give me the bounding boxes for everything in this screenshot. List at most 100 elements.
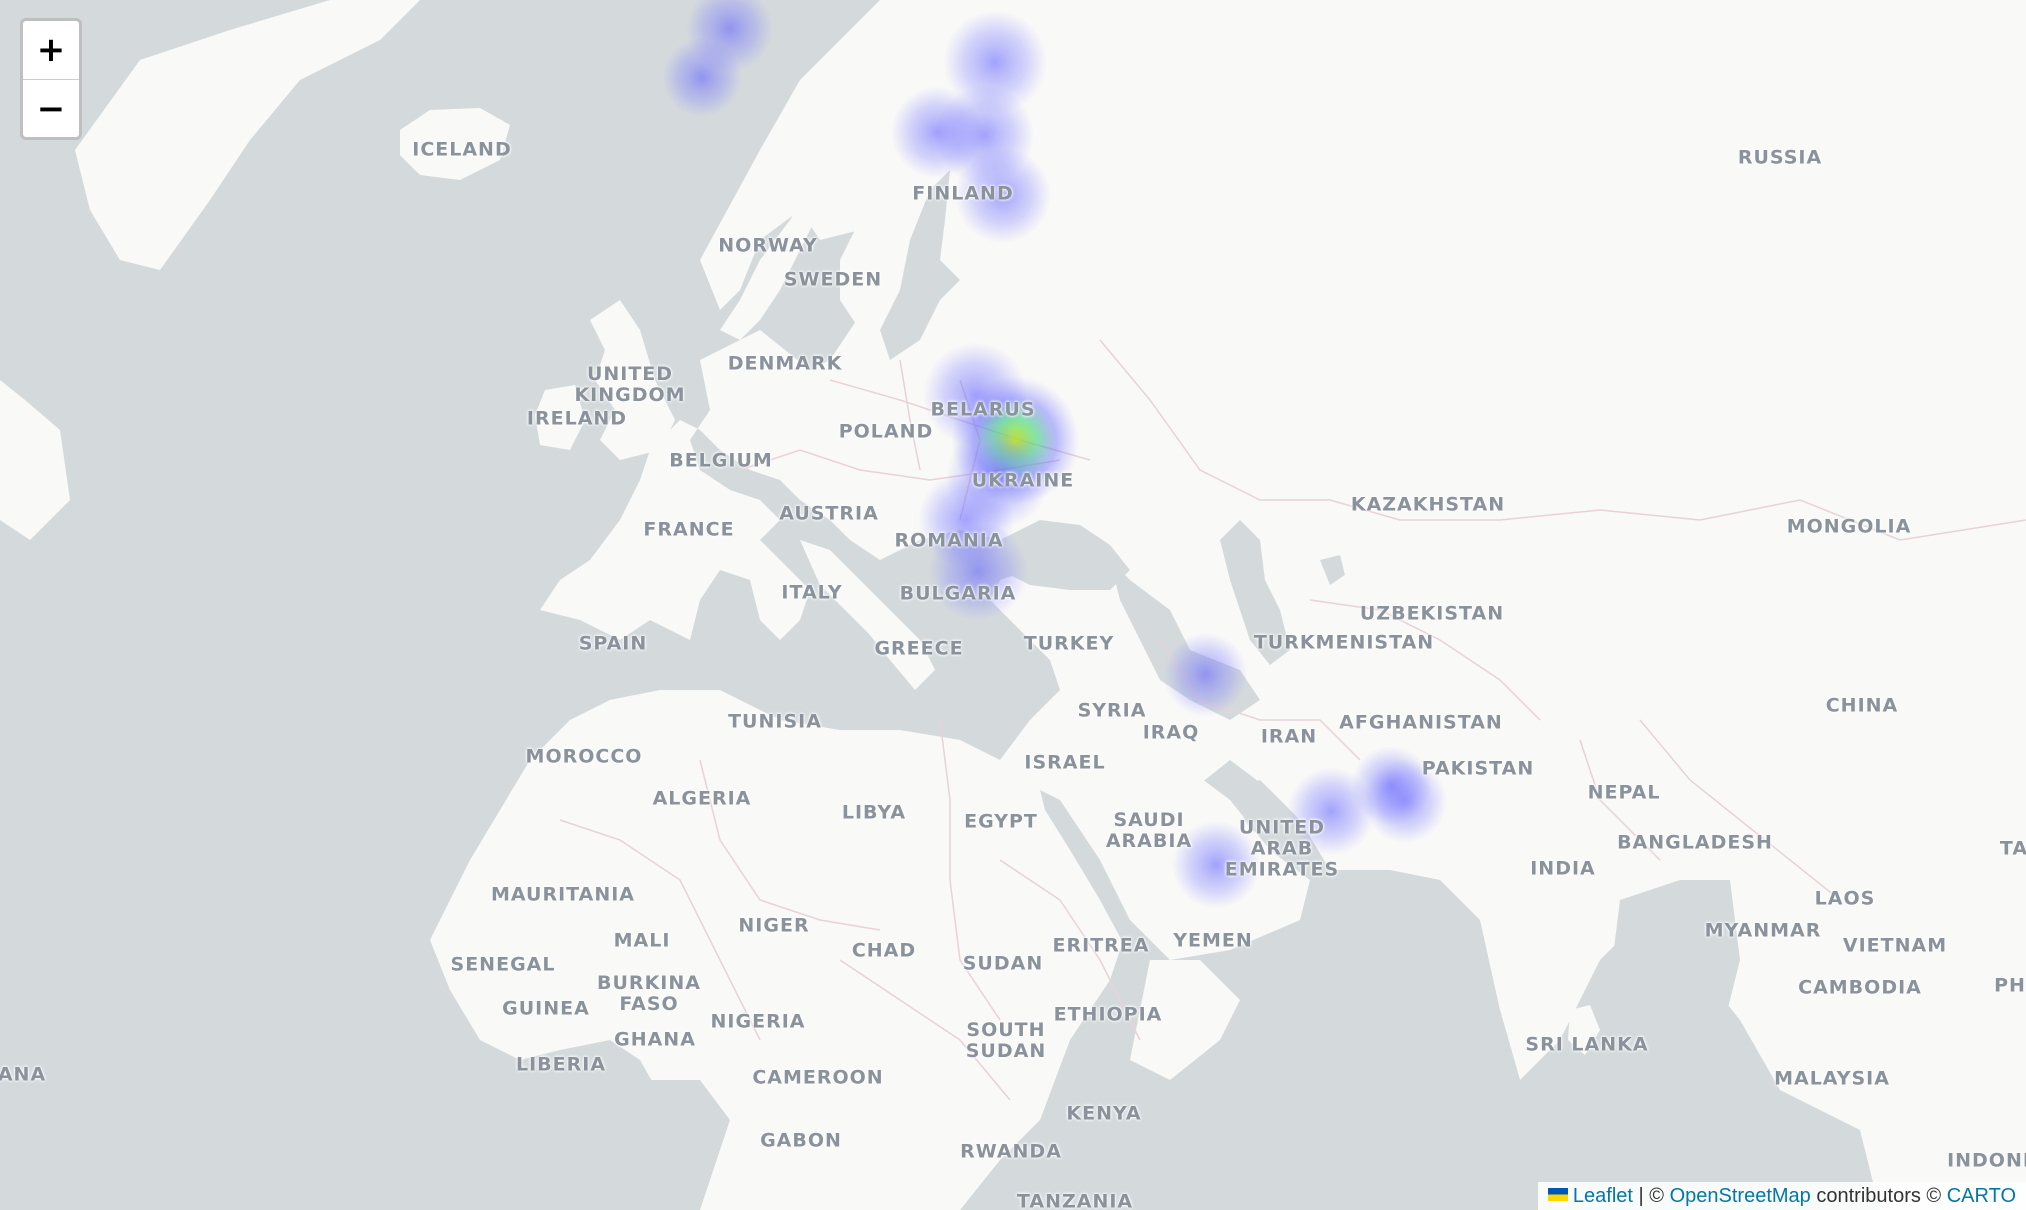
map-label: BULGARIA <box>899 582 1017 605</box>
map-label: IRELAND <box>526 407 628 430</box>
map-label: LAOS <box>1814 887 1876 910</box>
map-label: LIBERIA <box>515 1053 607 1076</box>
zoom-in-button[interactable]: + <box>23 21 79 80</box>
map-label: CAMBODIA <box>1798 976 1922 999</box>
map-label: SPAIN <box>578 632 648 655</box>
map-label: PH <box>1994 974 2026 997</box>
water-caspian <box>1220 520 1290 665</box>
map-label: YEMEN <box>1173 929 1253 952</box>
map-label: RWANDA <box>960 1140 1062 1163</box>
heatmap-point <box>954 147 1051 244</box>
carto-link[interactable]: CARTO <box>1946 1185 2016 1207</box>
land-ireland <box>535 385 585 450</box>
water-bay-bengal <box>1610 880 1740 1080</box>
map-label: ALGERIA <box>652 787 752 810</box>
attribution-contributors: contributors © <box>1816 1185 1942 1207</box>
zoom-out-button[interactable]: − <box>36 89 66 129</box>
land-horn-africa <box>1130 960 1240 1080</box>
map-label: SENEGAL <box>450 953 556 976</box>
map-label: IRAQ <box>1142 721 1200 744</box>
openstreetmap-link[interactable]: OpenStreetMap <box>1669 1185 1811 1207</box>
map-label: ETHIOPIA <box>1053 1003 1163 1026</box>
map-label: VIETNAM <box>1842 934 1948 957</box>
map-label: MALAYSIA <box>1774 1067 1890 1090</box>
map-label: TUNISIA <box>728 710 822 733</box>
heatmap-point <box>1351 745 1432 826</box>
map-label: EGYPT <box>964 810 1038 833</box>
map-label: AUSTRIA <box>779 502 879 525</box>
water-baltic <box>880 170 960 360</box>
map-label: DENMARK <box>727 352 843 375</box>
map-label: SAUDI ARABIA <box>1105 809 1193 852</box>
attribution-bar: Leaflet | © OpenStreetMap contributors ©… <box>1537 1182 2026 1210</box>
water-gulf-guinea <box>560 1080 730 1210</box>
map-label: UKRAINE <box>971 469 1075 492</box>
zoom-control: + − <box>20 18 82 140</box>
map-label: INDIA <box>1530 857 1596 880</box>
water-arabian-sea <box>1250 900 1520 1210</box>
land-italy <box>800 540 935 690</box>
land-se-asia <box>1740 860 1840 1090</box>
map-label: MALI <box>613 929 671 952</box>
map-label: SOUTH SUDAN <box>965 1019 1047 1062</box>
map-label: ICELAND <box>412 138 512 161</box>
ukraine-flag-icon <box>1547 1188 1568 1202</box>
map-label: UZBEKISTAN <box>1359 602 1505 625</box>
heatmap-point <box>890 86 983 179</box>
land-sri-lanka <box>1568 1005 1600 1055</box>
map-label: AFGHANISTAN <box>1339 711 1503 734</box>
map-label: GHANA <box>614 1028 696 1051</box>
water-persian-gulf <box>1230 780 1290 840</box>
map-label: ANA <box>0 1063 47 1086</box>
water-black-sea <box>1000 520 1130 590</box>
leaflet-link[interactable]: Leaflet <box>1572 1185 1633 1207</box>
map-label: ISRAEL <box>1024 751 1106 774</box>
land-uk <box>590 300 675 460</box>
map-label: NORWAY <box>718 234 818 257</box>
attribution-separator: | © <box>1638 1185 1665 1207</box>
map-label: LIBYA <box>841 801 907 824</box>
map-label: POLAND <box>838 420 934 443</box>
map-label: SYRIA <box>1077 699 1147 722</box>
map-label: KAZAKHSTAN <box>1350 493 1506 516</box>
map-label: IRAN <box>1260 725 1318 748</box>
map-label: KENYA <box>1066 1102 1142 1125</box>
map-label: MOROCCO <box>525 745 643 768</box>
water-aral <box>1320 555 1345 585</box>
map-label: TURKEY <box>1023 632 1115 655</box>
map-label: TURKMENISTAN <box>1253 631 1435 654</box>
map-label: CHAD <box>851 939 917 962</box>
map-label: SWEDEN <box>783 268 883 291</box>
map-label: NIGER <box>738 914 810 937</box>
map-label: TA <box>1999 837 2026 860</box>
map-label: GREECE <box>874 637 964 660</box>
map-label: BANGLADESH <box>1617 831 1773 854</box>
map-label: INDONI <box>1947 1149 2026 1172</box>
map-label: ERITREA <box>1052 934 1150 957</box>
map-label: SUDAN <box>962 952 1044 975</box>
map-label: MAURITANIA <box>490 883 636 906</box>
map-label: RUSSIA <box>1737 146 1823 169</box>
map-label: CHINA <box>1825 694 1899 717</box>
map-label: NEPAL <box>1587 781 1661 804</box>
map-label: FRANCE <box>643 518 735 541</box>
map-label: SRI LANKA <box>1525 1033 1649 1056</box>
map-label: BELGIUM <box>669 449 773 472</box>
map-label: NIGERIA <box>710 1010 806 1033</box>
heatmap-point <box>1172 820 1261 909</box>
land-iceland <box>400 108 510 180</box>
map-label: MONGOLIA <box>1786 515 1912 538</box>
map-label: GUINEA <box>502 997 590 1020</box>
map-label: UNITED ARAB EMIRATES <box>1224 816 1340 881</box>
heatmap-point <box>928 521 1029 622</box>
heatmap-point <box>1163 632 1248 717</box>
map-label: UNITED KINGDOM <box>574 363 686 406</box>
land-greenland <box>75 0 420 270</box>
map-label: FINLAND <box>912 182 1014 205</box>
map-label: ITALY <box>781 581 843 604</box>
map-label: GABON <box>760 1129 842 1152</box>
map-label: CAMEROON <box>752 1066 884 1089</box>
map-label: BURKINA FASO <box>597 972 701 1015</box>
map-label: BELARUS <box>930 398 1036 421</box>
